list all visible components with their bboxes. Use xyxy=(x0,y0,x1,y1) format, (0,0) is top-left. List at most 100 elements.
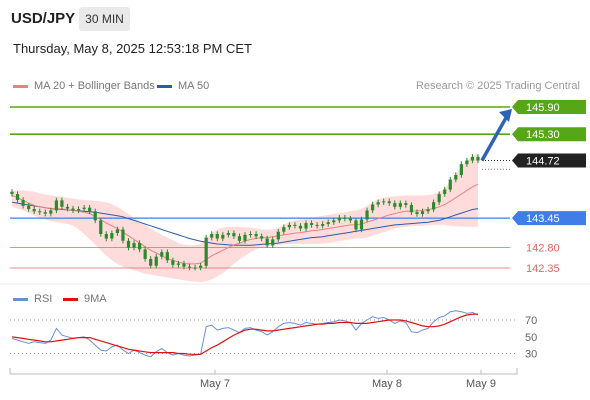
candle-body xyxy=(204,237,208,266)
timeframe-button[interactable]: 30 MIN xyxy=(79,7,130,31)
candle-body xyxy=(260,236,264,239)
candle-body xyxy=(199,265,203,268)
candle-body xyxy=(398,203,402,207)
symbol-label: USD/JPY xyxy=(11,10,76,27)
candle-body xyxy=(54,200,58,211)
target-level-tag: 145.30 xyxy=(512,127,586,142)
credit-label: Research © 2025 Trading Central xyxy=(415,80,580,92)
last-level-tag: 144.72 xyxy=(512,153,586,168)
candle-body xyxy=(21,199,25,206)
candle-body xyxy=(60,200,64,207)
legend-ma50: MA 50 xyxy=(157,80,209,92)
pivot-level-tag: 143.45 xyxy=(512,211,586,226)
forecast-arrow-head xyxy=(499,109,512,122)
candle-body xyxy=(476,156,480,161)
chart-header: USD/JPY 30 MIN xyxy=(0,0,590,38)
candle-body xyxy=(71,208,75,211)
candle-body xyxy=(420,211,425,215)
candle-body xyxy=(215,233,219,239)
candle-body xyxy=(376,202,380,205)
pivot-tag-shape xyxy=(512,211,586,226)
candle-body xyxy=(27,205,31,210)
candle-body xyxy=(137,243,142,250)
candle-body xyxy=(15,194,20,200)
candle-body xyxy=(432,202,436,210)
pivot-level-label: 143.45 xyxy=(526,213,560,225)
candle-body xyxy=(232,233,236,237)
rsi-tick-label: 70 xyxy=(525,315,537,327)
rsi-label: RSI xyxy=(34,293,53,305)
rsi-ma-swatch xyxy=(63,297,78,301)
candle-body xyxy=(321,224,325,226)
candle-body xyxy=(443,189,447,195)
candle-body xyxy=(65,206,70,209)
candle-body xyxy=(387,201,391,204)
candle-body xyxy=(99,220,103,234)
target-level-label: 145.30 xyxy=(526,129,560,141)
legend-rsi: RSI xyxy=(13,293,52,305)
candle-body xyxy=(271,239,275,246)
candle-body xyxy=(409,204,414,213)
timestamp: Thursday, May 8, 2025 12:53:18 PM CET xyxy=(13,41,252,56)
ma50-swatch xyxy=(157,84,172,88)
candle-body xyxy=(365,210,369,220)
candle-body xyxy=(154,256,158,266)
candle-body xyxy=(309,223,314,225)
candle-body xyxy=(332,220,336,223)
rsi-ma-label: 9MA xyxy=(84,293,107,305)
candle-body xyxy=(149,258,153,266)
candle-body xyxy=(382,201,386,203)
candle-body xyxy=(254,233,258,237)
candle-body xyxy=(43,212,47,214)
candle-body xyxy=(210,233,214,238)
candle-body xyxy=(465,160,469,165)
support-level-label: 142.35 xyxy=(526,263,560,275)
candle-body xyxy=(132,243,136,248)
candle-body xyxy=(248,233,253,235)
x-tick-label: May 7 xyxy=(200,378,230,390)
candle-body xyxy=(348,218,353,221)
candle-body xyxy=(49,210,53,214)
candle-body xyxy=(470,156,475,161)
candle-body xyxy=(243,234,247,241)
legend-ma20: MA 20 + Bollinger Bands xyxy=(13,80,155,92)
candle-body xyxy=(176,263,181,265)
candle-body xyxy=(282,227,286,232)
ma20-swatch xyxy=(13,84,28,88)
candle-body xyxy=(104,233,108,239)
rsi-tick-label: 50 xyxy=(525,332,537,344)
candle-body xyxy=(160,252,164,257)
target-level-label: 145.90 xyxy=(526,102,560,114)
support-level-label: 142.80 xyxy=(526,243,560,255)
target-level-tag: 145.90 xyxy=(512,100,586,114)
candle-body xyxy=(370,204,375,211)
target-tag-shape xyxy=(512,127,586,142)
candle-body xyxy=(193,267,197,269)
candle-body xyxy=(315,224,319,226)
candle-body xyxy=(459,164,463,176)
candle-body xyxy=(354,220,358,230)
candle-body xyxy=(298,225,303,229)
x-tick-label: May 8 xyxy=(372,378,402,390)
candle-body xyxy=(415,212,419,215)
candle-body xyxy=(88,207,92,212)
candle-body xyxy=(426,209,430,212)
candle-body xyxy=(187,266,192,268)
candle-body xyxy=(276,231,280,240)
candle-body xyxy=(110,233,114,239)
candle-body xyxy=(10,191,14,195)
forecast-arrow xyxy=(480,115,509,162)
candle-body xyxy=(221,234,225,239)
ma20-label: MA 20 + Bollinger Bands xyxy=(34,80,155,92)
legend-rsi-ma: 9MA xyxy=(63,293,107,305)
candle-body xyxy=(126,240,131,248)
candle-body xyxy=(115,229,120,234)
candle-body xyxy=(437,194,441,203)
candle-body xyxy=(182,263,186,267)
candle-body xyxy=(226,233,230,235)
candle-body xyxy=(454,175,458,180)
last-tag-shape xyxy=(512,153,586,168)
candle-body xyxy=(393,203,397,207)
last-level-label: 144.72 xyxy=(526,156,560,168)
